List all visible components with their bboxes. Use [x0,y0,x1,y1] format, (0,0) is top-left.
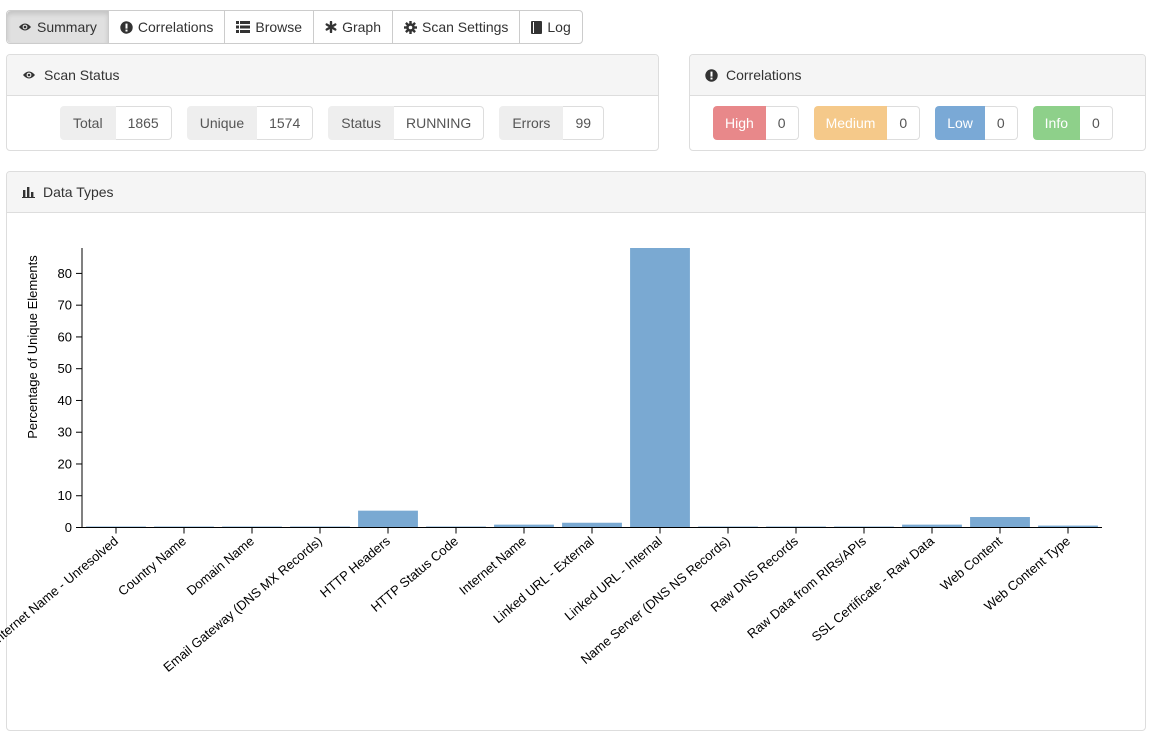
list-icon [236,21,251,33]
stat-unique-value: 1574 [257,106,314,140]
exclamation-circle-icon [120,20,133,34]
tab-scan-settings-label: Scan Settings [422,19,509,35]
corr-high-value: 0 [765,106,799,140]
correlations-title: Correlations [726,67,802,83]
corr-info[interactable]: Info 0 [1032,106,1113,140]
correlations-panel: Correlations High 0 Medium 0 Low 0 Info … [689,54,1146,151]
corr-high-label: High [713,106,766,140]
corr-low-value: 0 [984,106,1018,140]
tab-browse-label: Browse [255,19,303,35]
stat-total-value: 1865 [115,106,172,140]
stat-errors-value: 99 [563,106,605,140]
summary-tab-bar: Summary Correlations Browse Graph Scan S… [6,10,583,44]
corr-low-label: Low [935,106,985,140]
stat-total-label: Total [60,106,116,140]
tab-scan-settings[interactable]: Scan Settings [392,11,519,43]
stat-unique: Unique 1574 [186,106,314,140]
corr-low[interactable]: Low 0 [935,106,1018,140]
tab-correlations-label: Correlations [137,19,214,35]
bar-chart-icon [22,186,35,198]
book-icon [531,20,543,34]
tab-log-label: Log [547,19,571,35]
stat-status-label: Status [328,106,394,140]
stat-errors-label: Errors [499,106,564,140]
corr-info-label: Info [1032,106,1081,140]
tab-graph-label: Graph [342,19,381,35]
corr-info-value: 0 [1080,106,1113,140]
scan-status-panel: Scan Status Total 1865 Unique 1574 Statu… [6,54,659,151]
tab-browse[interactable]: Browse [224,11,313,43]
stat-total: Total 1865 [60,106,172,140]
scan-status-heading: Scan Status [7,55,658,96]
tab-correlations[interactable]: Correlations [107,11,224,43]
correlations-heading: Correlations [690,55,1145,96]
exclamation-circle-icon [705,68,718,82]
data-types-heading: Data Types [7,172,1145,213]
stat-status: Status RUNNING [328,106,485,140]
corr-medium-value: 0 [887,106,921,140]
stat-status-value: RUNNING [393,106,485,140]
data-types-title: Data Types [43,184,114,200]
scan-status-title: Scan Status [44,67,120,83]
scan-stats: Total 1865 Unique 1574 Status RUNNING Er… [60,106,619,140]
eye-icon [18,21,32,33]
corr-medium-label: Medium [813,106,888,140]
tab-summary[interactable]: Summary [7,11,108,43]
correlation-counts: High 0 Medium 0 Low 0 Info 0 [713,106,1128,140]
eye-icon [22,69,36,81]
corr-medium[interactable]: Medium 0 [813,106,921,140]
tab-log[interactable]: Log [519,11,581,43]
data-types-panel: Data Types [6,171,1146,731]
tab-graph[interactable]: Graph [313,11,392,43]
gear-icon [404,20,417,34]
stat-errors: Errors 99 [499,106,605,140]
corr-high[interactable]: High 0 [713,106,799,140]
tab-summary-label: Summary [37,19,97,35]
asterisk-icon [325,21,337,33]
stat-unique-label: Unique [186,106,258,140]
